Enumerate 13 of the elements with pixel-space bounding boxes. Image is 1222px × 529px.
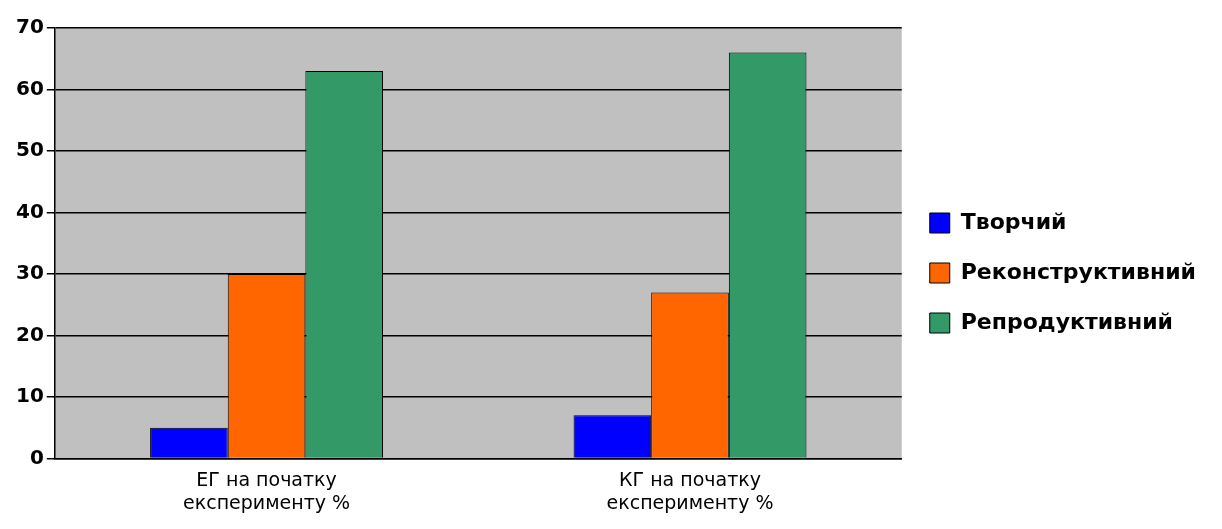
legend-label: Реконструктивний [960, 258, 1196, 284]
y-tick-label: 0 [29, 444, 44, 469]
y-tick-label: 50 [15, 137, 44, 162]
y-tick-label: 60 [15, 75, 44, 100]
x-tick-label: ЕГ на початку експерименту % [183, 467, 351, 513]
legend-label: Творчий [960, 208, 1067, 234]
y-tick-label: 30 [15, 260, 44, 285]
x-tick-label: КГ на початку експерименту % [606, 467, 774, 513]
y-tick-label: 10 [15, 383, 44, 408]
legend-label: Репродуктивний [960, 308, 1174, 334]
y-tick-label: 70 [15, 14, 44, 39]
y-tick-label: 20 [15, 321, 44, 346]
y-tick-label: 40 [15, 198, 44, 223]
